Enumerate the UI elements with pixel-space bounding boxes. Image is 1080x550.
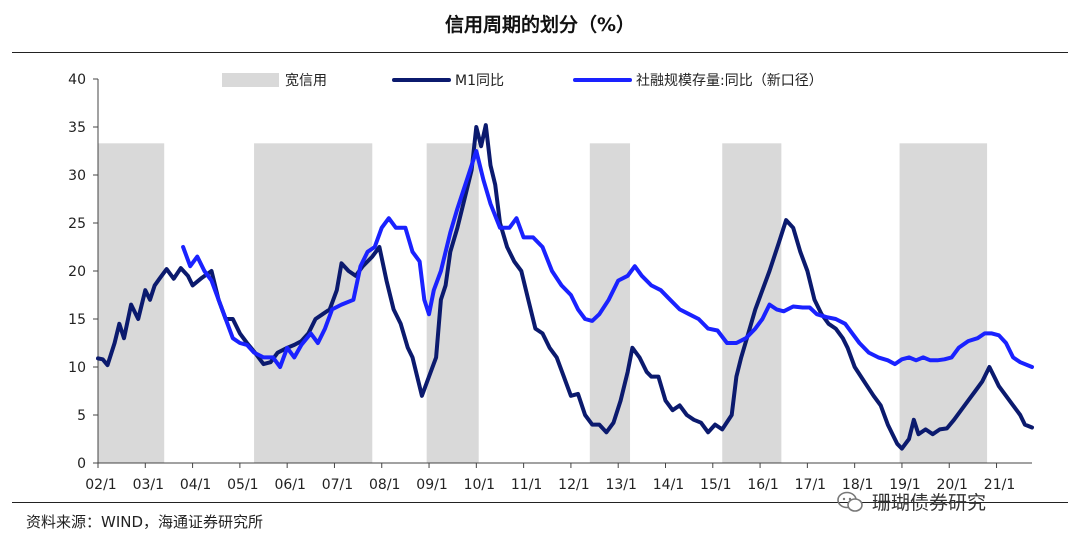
x-tick-label: 16/1: [747, 477, 778, 493]
legend-label-tsf: 社融规模存量:同比（新口径）: [636, 73, 823, 89]
x-tick-label: 19/1: [889, 477, 920, 493]
x-tick-label: 20/1: [937, 477, 968, 493]
band-4: [589, 143, 631, 463]
x-tick-label: 13/1: [605, 477, 636, 493]
x-tick-label: 04/1: [180, 477, 211, 493]
band-3: [426, 143, 479, 463]
y-tick-label: 35: [68, 120, 86, 136]
x-tick-label: 14/1: [653, 477, 684, 493]
y-tick-label: 40: [68, 72, 86, 88]
axes: 0 5 10 15 20 25 30 35 40 02/1 03/1 04/1 05/1 06/1 07/1…: [68, 72, 1032, 493]
legend: 宽信用 M1同比 社融规模存量:同比（新口径）: [222, 72, 823, 89]
x-tick-label: 17/1: [795, 477, 826, 493]
watermark-text: 珊瑚债券研究: [872, 492, 987, 514]
y-tick-label: 30: [68, 168, 86, 184]
legend-label-m1: M1同比: [455, 73, 504, 89]
x-tick-label: 07/1: [322, 477, 353, 493]
legend-label-band: 宽信用: [285, 72, 327, 89]
legend-swatch-band: [222, 73, 279, 87]
chart-svg: 0 5 10 15 20 25 30 35 40 02/1 03/1 04/1 05/1 06/1 07/1…: [68, 72, 1034, 493]
x-tick-label: 05/1: [227, 477, 258, 493]
x-tick-label: 03/1: [133, 477, 164, 493]
series-lines: [96, 123, 1034, 451]
y-tick-label: 10: [68, 360, 86, 376]
y-tick-label: 20: [68, 264, 86, 280]
x-tick-label: 08/1: [369, 477, 400, 493]
x-tick-label: 10/1: [464, 477, 495, 493]
wechat-icon: [837, 491, 863, 512]
x-tick-label: 15/1: [700, 477, 731, 493]
y-tick-label: 15: [68, 312, 86, 328]
x-tick-label: 09/1: [416, 477, 447, 493]
x-tick-label: 18/1: [842, 477, 873, 493]
watermark: 珊瑚债券研究: [836, 488, 986, 515]
x-tick-label: 02/1: [85, 477, 116, 493]
y-tick-label: 5: [77, 408, 86, 424]
x-tick-label: 06/1: [274, 477, 305, 493]
band-2: [254, 143, 373, 463]
y-tick-label: 25: [68, 216, 86, 232]
footer-rule: [12, 502, 1068, 503]
series-tsf-line: [181, 149, 1034, 369]
wide-credit-bands: [98, 143, 988, 463]
x-tick-label: 11/1: [511, 477, 542, 493]
chart-title: 信用周期的划分（%）: [444, 14, 636, 36]
title-rule: [12, 52, 1068, 53]
x-tick-label: 12/1: [558, 477, 589, 493]
band-6: [899, 143, 988, 463]
x-tick-label: 21/1: [984, 477, 1015, 493]
source-note: 资料来源：WIND，海通证券研究所: [26, 513, 264, 531]
y-tick-label: 0: [77, 456, 86, 472]
